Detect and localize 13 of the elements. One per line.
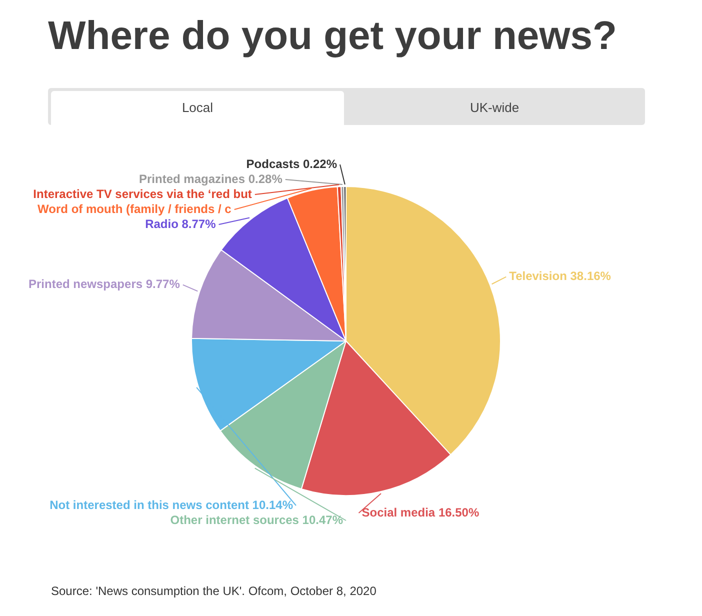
slice-label: Not interested in this news content 10.14% <box>50 498 294 512</box>
slice-label: Radio 8.77% <box>145 216 216 231</box>
slice-label: Podcasts 0.22% <box>246 156 338 171</box>
slice-label: Other internet sources 10.47% <box>170 512 344 527</box>
slice-label: Printed magazines 0.28% <box>138 172 283 186</box>
tab-bar: Local UK-wide <box>48 88 645 125</box>
slice-label: Printed newspapers 9.77% <box>28 277 180 292</box>
slice-label: Television 38.16% <box>509 269 612 284</box>
slice-label: Social media 16.50% <box>362 505 480 520</box>
source-note: Source: 'News consumption the UK'. Ofcom, October 8, 2020 <box>51 584 376 598</box>
chart-title: Where do you get your news? <box>48 14 617 59</box>
slice-label: Word of mouth (family / friends / c <box>38 202 232 216</box>
slice-label: Interactive TV services via the ‘red but <box>33 186 252 201</box>
